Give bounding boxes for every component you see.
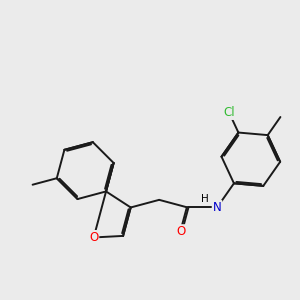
Text: Cl: Cl [223,106,235,119]
Text: O: O [89,231,98,244]
Text: N: N [213,201,221,214]
Text: H: H [201,194,209,204]
Text: O: O [176,225,186,238]
